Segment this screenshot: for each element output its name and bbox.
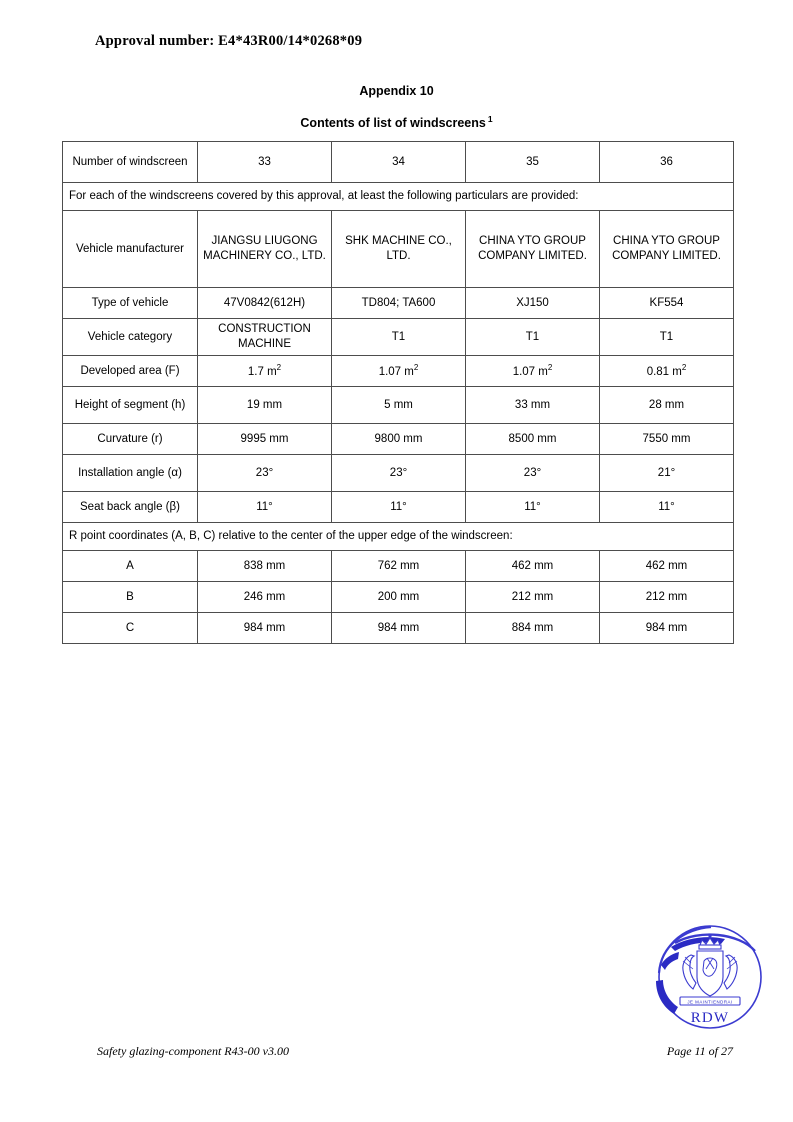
row-label-coordinate-a: A [62,550,198,582]
cell-seat-back-angle-1: 11° [197,491,332,523]
table-row-coordinate-c: C 984 mm 984 mm 884 mm 984 mm [62,612,734,644]
cell-coordinate-a-2: 762 mm [331,550,466,582]
table-row-installation-angle: Installation angle (α) 23° 23° 23° 21° [62,454,734,492]
cell-manufacturer-2: SHK MACHINE CO., LTD. [331,210,466,288]
cell-height-2: 5 mm [331,386,466,424]
unit-superscript-1: 2 [276,362,282,372]
area-value-3: 1.07 m [512,365,548,378]
cell-manufacturer-4: CHINA YTO GROUP COMPANY LIMITED. [599,210,734,288]
page-footer: Safety glazing-component R43-00 v3.00 Pa… [97,1044,733,1059]
cell-coordinate-b-1: 246 mm [197,581,332,613]
cell-coordinate-c-4: 984 mm [599,612,734,644]
rdw-approval-stamp-icon: JE MAINTIENDRAI RDW [647,921,769,1033]
cell-area-3: 1.07 m2 [465,355,600,387]
appendix-title: Appendix 10 [359,84,434,98]
unit-superscript-2: 2 [413,362,419,372]
table-row-vehicle-category: Vehicle category CONSTRUCTION MACHINE T1… [62,318,734,356]
area-value-4: 0.81 m [646,365,682,378]
table-row-coordinate-a: A 838 mm 762 mm 462 mm 462 mm [62,550,734,582]
footnote-marker: 1 [487,114,493,124]
cell-installation-angle-4: 21° [599,454,734,492]
cell-coordinate-c-1: 984 mm [197,612,332,644]
area-value-1: 1.7 m [247,365,277,378]
cell-manufacturer-3: CHINA YTO GROUP COMPANY LIMITED. [465,210,600,288]
contents-title-text: Contents of list of windscreens [300,116,486,131]
cell-area-2: 1.07 m2 [331,355,466,387]
cell-type-1: 47V0842(612H) [197,287,332,319]
note-rpoint-coordinates: R point coordinates (A, B, C) relative t… [62,522,734,551]
cell-coordinate-b-2: 200 mm [331,581,466,613]
cell-windscreen-number-4: 36 [599,141,734,183]
table-row-vehicle-manufacturer: Vehicle manufacturer JIANGSU LIUGONG MAC… [62,210,734,288]
unit-superscript-3: 2 [547,362,553,372]
area-value-2: 1.07 m [378,365,414,378]
cell-category-4: T1 [599,318,734,356]
table-row-windscreen-number: Number of windscreen 33 34 35 36 [62,141,734,183]
cell-coordinate-b-3: 212 mm [465,581,600,613]
stamp-motto-text: JE MAINTIENDRAI [687,999,732,1004]
cell-windscreen-number-3: 35 [465,141,600,183]
cell-coordinate-c-2: 984 mm [331,612,466,644]
table-row-developed-area: Developed area (F) 1.7 m2 1.07 m2 1.07 m… [62,355,734,387]
row-label-curvature: Curvature (r) [62,423,198,455]
cell-type-2: TD804; TA600 [331,287,466,319]
cell-windscreen-number-2: 34 [331,141,466,183]
cell-area-4: 0.81 m2 [599,355,734,387]
row-label-number-of-windscreen: Number of windscreen [62,141,198,183]
cell-curvature-2: 9800 mm [331,423,466,455]
row-label-vehicle-manufacturer: Vehicle manufacturer [62,210,198,288]
row-label-coordinate-c: C [62,612,198,644]
cell-coordinate-a-1: 838 mm [197,550,332,582]
cell-category-3: T1 [465,318,600,356]
contents-title: Contents of list of windscreens 1 [0,114,793,130]
cell-seat-back-angle-2: 11° [331,491,466,523]
approval-number-heading: Approval number: E4*43R00/14*0268*09 [95,33,363,49]
cell-windscreen-number-1: 33 [197,141,332,183]
table-row-curvature: Curvature (r) 9995 mm 9800 mm 8500 mm 75… [62,423,734,455]
cell-height-3: 33 mm [465,386,600,424]
footer-page-number: Page 11 of 27 [666,1044,733,1058]
row-label-height-of-segment: Height of segment (h) [62,386,198,424]
row-label-developed-area: Developed area (F) [62,355,198,387]
cell-seat-back-angle-4: 11° [599,491,734,523]
cell-coordinate-a-4: 462 mm [599,550,734,582]
cell-installation-angle-2: 23° [331,454,466,492]
cell-height-4: 28 mm [599,386,734,424]
windscreen-list-table: Number of windscreen 33 34 35 36 For eac… [62,141,734,644]
table-row-coordinate-b: B 246 mm 200 mm 212 mm 212 mm [62,581,734,613]
cell-type-4: KF554 [599,287,734,319]
footer-document-reference: Safety glazing-component R43-00 v3.00 [97,1044,289,1058]
cell-height-1: 19 mm [197,386,332,424]
cell-area-1: 1.7 m2 [197,355,332,387]
cell-curvature-3: 8500 mm [465,423,600,455]
table-row-type-of-vehicle: Type of vehicle 47V0842(612H) TD804; TA6… [62,287,734,319]
cell-category-1: CONSTRUCTION MACHINE [197,318,332,356]
table-row-seat-back-angle: Seat back angle (β) 11° 11° 11° 11° [62,491,734,523]
note-particulars-provided: For each of the windscreens covered by t… [62,182,734,211]
row-label-coordinate-b: B [62,581,198,613]
cell-coordinate-b-4: 212 mm [599,581,734,613]
row-label-type-of-vehicle: Type of vehicle [62,287,198,319]
row-label-installation-angle: Installation angle (α) [62,454,198,492]
table-row-rpoint-note: R point coordinates (A, B, C) relative t… [62,522,734,551]
cell-seat-back-angle-3: 11° [465,491,600,523]
cell-category-2: T1 [331,318,466,356]
unit-superscript-4: 2 [681,362,687,372]
table-row-particulars-note: For each of the windscreens covered by t… [62,182,734,211]
stamp-organisation-text: RDW [691,1010,730,1026]
cell-installation-angle-1: 23° [197,454,332,492]
row-label-vehicle-category: Vehicle category [62,318,198,356]
cell-installation-angle-3: 23° [465,454,600,492]
table-row-height-of-segment: Height of segment (h) 19 mm 5 mm 33 mm 2… [62,386,734,424]
cell-curvature-4: 7550 mm [599,423,734,455]
cell-curvature-1: 9995 mm [197,423,332,455]
cell-coordinate-a-3: 462 mm [465,550,600,582]
row-label-seat-back-angle: Seat back angle (β) [62,491,198,523]
cell-type-3: XJ150 [465,287,600,319]
cell-manufacturer-1: JIANGSU LIUGONG MACHINERY CO., LTD. [197,210,332,288]
cell-coordinate-c-3: 884 mm [465,612,600,644]
